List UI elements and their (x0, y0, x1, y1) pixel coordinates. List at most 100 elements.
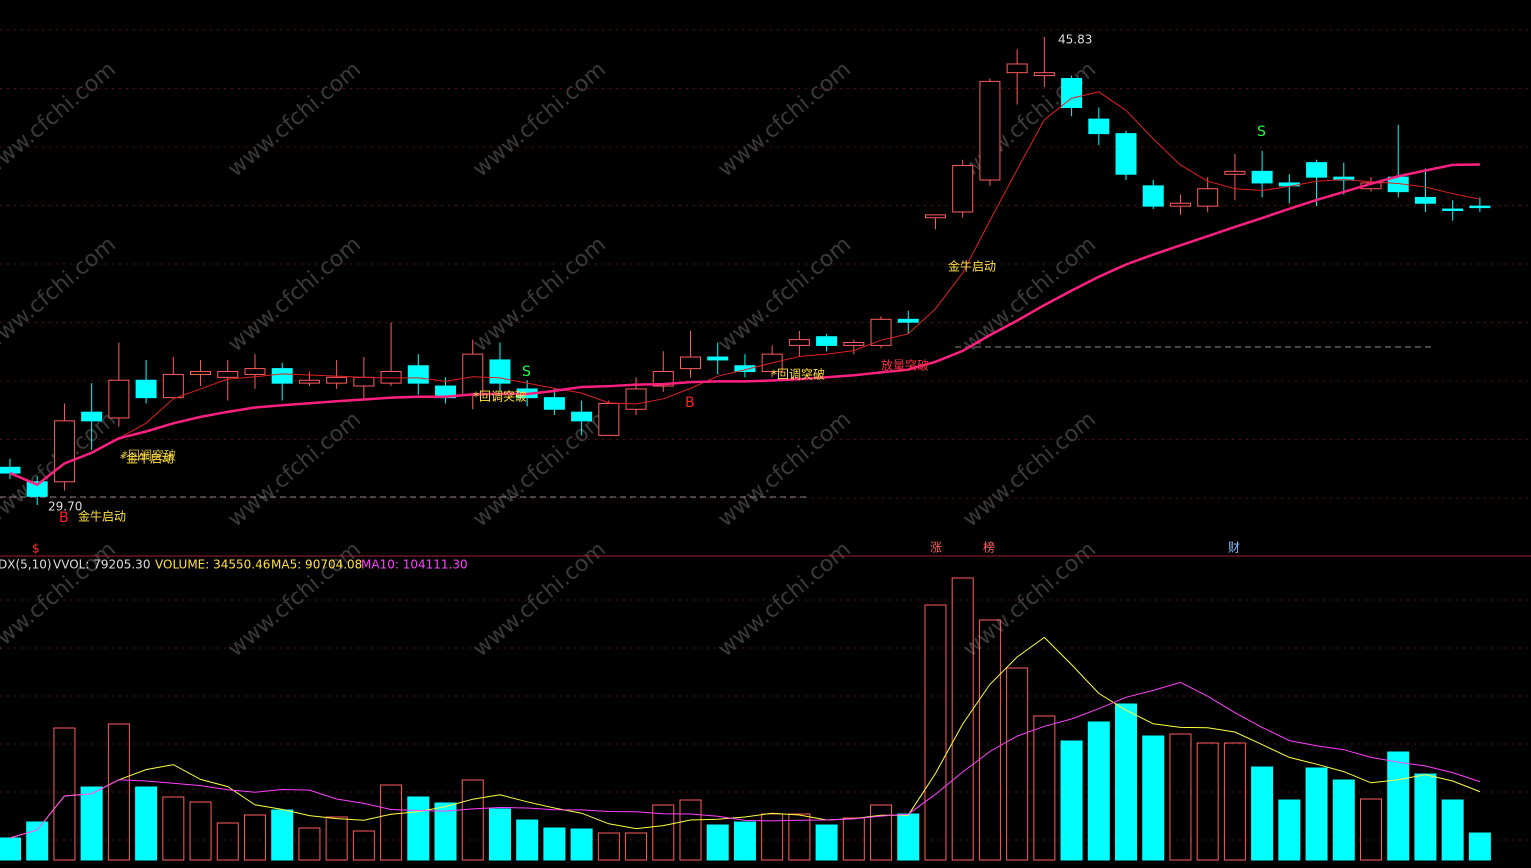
candle-body (135, 379, 157, 399)
volume-bar (1414, 773, 1437, 861)
volume-bar (434, 802, 457, 861)
grid (0, 29, 1531, 841)
volume-bar (53, 727, 76, 861)
candle-body (543, 397, 565, 410)
candle-body (598, 402, 620, 436)
candle-body (190, 371, 212, 375)
volume-bar (543, 827, 566, 861)
candle-body (1333, 176, 1355, 181)
volume-bar (570, 828, 593, 861)
indicator-label: MA5: 90704.08 (271, 558, 362, 572)
candle-body (734, 365, 756, 373)
candle-body (1169, 202, 1191, 207)
candle-body (244, 368, 266, 375)
candle-body (81, 411, 103, 422)
volume-bar (407, 796, 430, 861)
volume-bar (842, 817, 865, 861)
candle-body (1115, 133, 1137, 175)
buy-marker: B (685, 395, 695, 411)
volume-bar (1006, 667, 1029, 861)
volume-bar (924, 604, 947, 861)
volume-bar (162, 796, 185, 861)
candle-body (680, 356, 701, 370)
watermark: www.cfchi.com (223, 407, 365, 532)
candle-body (816, 336, 838, 346)
low-label: 29.70 (48, 500, 82, 514)
watermark: www.cfchi.com (468, 232, 610, 357)
candle-body (843, 342, 865, 346)
candle-body (952, 165, 974, 213)
volume-bar (788, 813, 811, 861)
indicator-label: VVOL: 79205.30 (53, 558, 150, 572)
volume-bar (325, 816, 348, 861)
candle-body (0, 466, 21, 474)
volume-bar (271, 809, 294, 861)
volume-bar (733, 821, 756, 861)
volume-bar (1142, 735, 1165, 861)
volume-bar (1360, 798, 1382, 861)
candle-body (53, 420, 75, 483)
watermark: www.cfchi.com (0, 232, 121, 357)
candle-body (1061, 77, 1083, 109)
candle-body (897, 318, 919, 323)
indicator-header: DX(5,10) VVOL: 79205.30 VOLUME: 34550.46… (0, 558, 468, 572)
volume-ma10 (9, 681, 1481, 839)
volume-bar (1332, 779, 1355, 861)
candle-body (870, 318, 892, 346)
watermark: www.cfchi.com (713, 407, 855, 532)
signal-label: 金牛启动 (948, 259, 996, 274)
candle-body (652, 371, 674, 387)
signal-label: 金牛启动 (78, 509, 126, 524)
indicator-label: VOLUME: 34550.46 (155, 558, 270, 572)
volume-bar (1087, 721, 1110, 861)
sell-marker: S (1257, 124, 1266, 140)
candle-body (108, 379, 130, 419)
volume-bar (1115, 703, 1138, 861)
candle-body (1469, 205, 1491, 209)
volume-bar (1223, 742, 1246, 861)
volume-bar (1278, 799, 1301, 861)
candle-body (1006, 63, 1028, 74)
volume-bar (1033, 715, 1056, 861)
volume-bar (761, 813, 784, 861)
candle-body (407, 365, 429, 384)
candle-body (1197, 188, 1219, 207)
watermark: www.cfchi.com (223, 57, 365, 182)
buy-marker: B (59, 510, 69, 526)
indicator-label: MA10: 104111.30 (361, 558, 468, 572)
signal-label: *金牛启动 (120, 451, 174, 466)
high-label: 45.83 (1058, 33, 1092, 47)
candle-body (625, 388, 647, 410)
event-marker: 财 (1228, 541, 1240, 555)
candle-body (326, 376, 348, 384)
volume-bar (26, 821, 49, 861)
candle-body (1088, 118, 1110, 135)
candle-body (162, 373, 184, 399)
volume-bar (216, 822, 239, 861)
volume-bar (597, 832, 620, 861)
candle-body (707, 356, 729, 361)
volume-bar (897, 813, 920, 861)
candle-body (26, 481, 48, 497)
volume-bar (380, 784, 403, 861)
volume-bar (1060, 740, 1083, 861)
event-marker: 榜 (983, 540, 995, 555)
candle-body (353, 376, 375, 387)
candle-body (1442, 208, 1464, 212)
volume-bar (0, 837, 21, 861)
candle-body (979, 80, 1001, 181)
candle-body (1033, 72, 1055, 77)
volume-bar (488, 808, 511, 861)
candle-body (1142, 185, 1164, 207)
volume-ma5 (9, 636, 1481, 839)
signal-label: *回调突破 (473, 389, 527, 404)
volume-bar (1387, 751, 1410, 861)
watermark: www.cfchi.com (468, 57, 610, 182)
volume-bar (516, 819, 539, 861)
volume-bar (243, 814, 266, 861)
candle-body (298, 379, 320, 384)
candle-body (571, 411, 593, 422)
volume-bar (80, 786, 103, 861)
volume-bar (1305, 767, 1328, 861)
